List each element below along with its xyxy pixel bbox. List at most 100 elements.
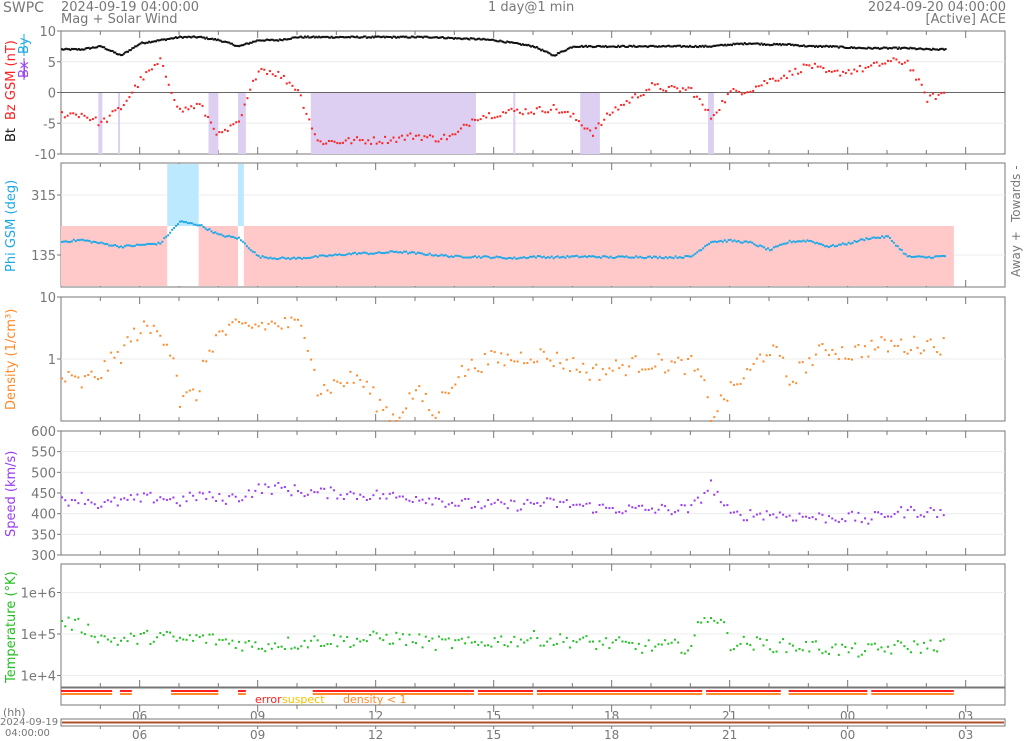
temperature-point: [582, 636, 585, 639]
temperature-point: [864, 650, 867, 653]
bt-point: [452, 37, 455, 40]
phi-point: [481, 255, 484, 258]
bz-point: [448, 134, 451, 137]
bz-point: [906, 59, 909, 62]
density-point: [641, 368, 644, 371]
bt-point: [86, 47, 89, 50]
bz-point: [903, 61, 906, 64]
phi-point: [643, 257, 646, 260]
speed-point: [939, 508, 942, 511]
temperature-point: [795, 649, 798, 652]
bt-point: [125, 50, 128, 53]
density-point: [913, 335, 916, 338]
speed-point: [411, 500, 414, 503]
phi-point: [751, 241, 754, 244]
bt-point: [875, 47, 878, 50]
error-flag: [238, 690, 246, 692]
bz-point: [356, 136, 358, 139]
temperature-point: [651, 649, 653, 652]
bt-point: [329, 36, 332, 39]
phi-point: [633, 256, 636, 259]
bz-point: [780, 77, 783, 80]
temperature-point: [437, 635, 440, 638]
temperature-point: [847, 651, 850, 654]
density-point: [474, 367, 476, 370]
density-point: [93, 376, 96, 379]
phi-point: [243, 242, 246, 245]
bt-point: [134, 45, 137, 48]
phi-point: [94, 240, 97, 243]
temperature-point: [837, 653, 840, 656]
temperature-point: [93, 635, 96, 638]
phi-point: [198, 224, 201, 227]
density-point: [831, 348, 834, 351]
bt-point: [77, 48, 80, 51]
bt-point: [351, 35, 354, 38]
density-point: [651, 367, 653, 370]
bt-point: [288, 38, 291, 41]
bt-point: [454, 36, 457, 39]
phi-point: [741, 241, 744, 244]
phi-point: [869, 237, 872, 240]
bz-point: [788, 70, 791, 73]
bz-point: [724, 101, 727, 104]
phi-point: [678, 256, 681, 259]
phi-point: [664, 256, 667, 259]
bz-point: [336, 142, 339, 145]
phi-point: [757, 245, 760, 248]
bt-point: [593, 45, 596, 48]
temperature-point: [218, 638, 221, 641]
speed-point: [687, 511, 690, 514]
phi-point: [595, 256, 598, 259]
temperature-point: [100, 634, 103, 637]
phi-point: [169, 231, 172, 234]
temperature-point: [775, 650, 778, 653]
speed-point: [608, 507, 611, 510]
density-point: [195, 399, 198, 402]
phi-point: [436, 254, 439, 257]
density-point: [513, 360, 516, 363]
bz-point: [61, 111, 63, 114]
bt-point: [673, 44, 676, 47]
phi-point: [491, 256, 494, 259]
temperature-point: [493, 637, 496, 640]
speed-point: [215, 500, 218, 503]
phi-point: [405, 250, 408, 253]
speed-point: [923, 515, 926, 518]
phi-point: [129, 244, 132, 247]
bt-point: [677, 44, 680, 47]
density-point: [533, 361, 535, 364]
phi-point: [175, 224, 178, 227]
bt-point: [804, 45, 807, 48]
bt-point: [749, 42, 752, 45]
bt-point: [896, 47, 899, 50]
phi-point: [190, 222, 193, 225]
bz-point: [828, 70, 830, 73]
phi-point: [411, 251, 414, 254]
speed-point: [788, 514, 791, 517]
speed-point: [274, 484, 277, 487]
density-point: [329, 391, 332, 394]
bt-point: [905, 46, 908, 49]
speed-point: [703, 491, 706, 494]
density-point: [703, 379, 706, 382]
speed-point: [477, 500, 480, 503]
density-point: [791, 380, 794, 383]
speed-point: [64, 499, 67, 502]
speed-point: [513, 500, 516, 503]
density-point: [106, 369, 109, 372]
temperature-point: [326, 643, 329, 646]
bt-point: [736, 42, 739, 45]
bz-point: [451, 133, 454, 136]
phi-point: [438, 254, 441, 257]
bt-point: [599, 45, 602, 48]
temperature-point: [208, 633, 211, 636]
phi-point: [422, 253, 425, 256]
bt-point: [702, 45, 705, 48]
phi-point: [322, 254, 325, 257]
speed-point: [369, 498, 372, 501]
bz-point: [752, 89, 755, 92]
panel-frame: [60, 563, 1006, 688]
temperature-point: [569, 646, 572, 649]
bt-point: [597, 44, 600, 47]
